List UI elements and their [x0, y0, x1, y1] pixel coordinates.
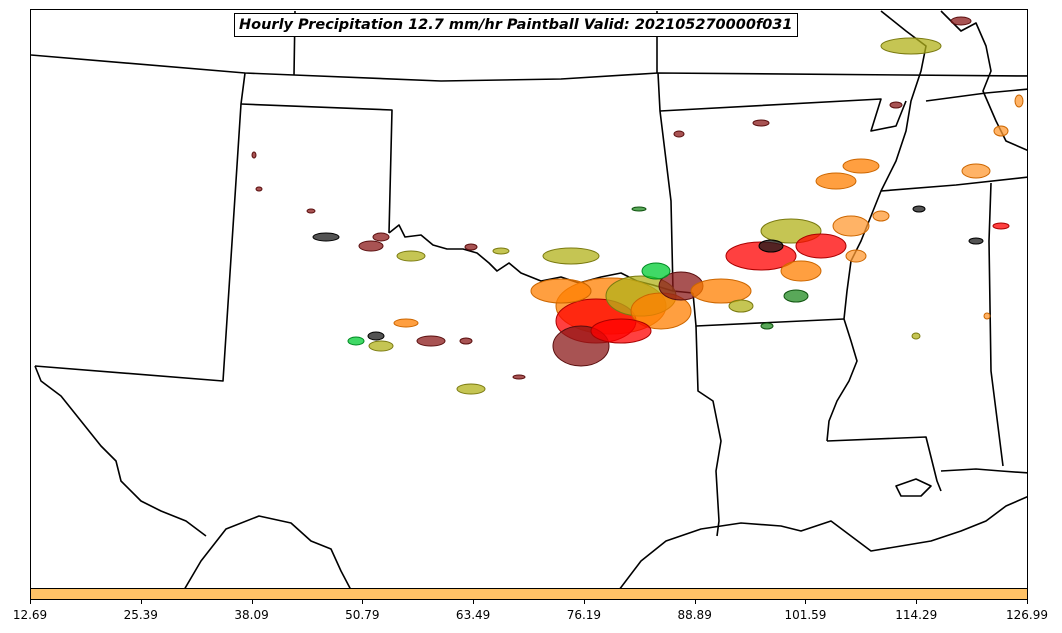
mobile-bay	[940, 468, 1027, 474]
precip-blob	[842, 158, 880, 174]
precip-blob	[590, 318, 652, 344]
precip-blob	[530, 278, 592, 304]
precip-blob	[368, 340, 394, 352]
precip-blob	[673, 130, 685, 138]
border-missouri-south	[659, 98, 907, 132]
precip-blob	[872, 210, 890, 222]
precip-blob	[795, 233, 847, 259]
precip-blob	[630, 292, 692, 330]
colorbar-tick-label: 63.49	[455, 608, 491, 622]
precip-blob	[367, 331, 385, 341]
border-tennessee-south	[880, 176, 1027, 192]
precip-blob	[758, 239, 784, 253]
precip-blob	[950, 16, 972, 26]
colorbar-tick	[916, 600, 918, 604]
precip-blob	[728, 299, 754, 313]
precip-blob	[464, 243, 478, 251]
precip-blob	[889, 101, 903, 109]
border-oklahoma-east	[657, 72, 674, 292]
precip-blob	[783, 289, 809, 303]
precip-blob	[347, 336, 365, 346]
precip-blob	[459, 337, 473, 345]
map-canvas	[31, 10, 1027, 588]
precip-blob	[815, 172, 857, 190]
border-texas-panhandle	[240, 103, 393, 234]
precip-blob	[911, 332, 921, 340]
colorbar-tick-label: 101.59	[784, 608, 827, 622]
colorbar-tick-label: 50.79	[345, 608, 380, 622]
colorbar-tick-label: 88.89	[677, 608, 712, 622]
precip-blob	[542, 247, 600, 265]
precip-blob	[492, 247, 510, 255]
colorbar-tick-label: 76.19	[566, 608, 602, 622]
precip-blob	[396, 250, 426, 262]
border-new-mexico	[34, 72, 246, 382]
colorbar-tick-label: 12.69	[12, 608, 48, 622]
colorbar-tick	[251, 600, 253, 604]
precip-blob	[760, 322, 774, 330]
precip-blob	[1014, 94, 1024, 108]
border-texas-southwest	[34, 365, 207, 537]
precip-blob	[983, 312, 991, 320]
colorbar-tick	[473, 600, 475, 604]
precip-blob	[306, 208, 316, 214]
colorbar-tick	[583, 600, 585, 604]
precip-blob	[961, 163, 991, 179]
colorbar-tick	[805, 600, 807, 604]
border-louisiana-north	[695, 325, 722, 537]
border-louisiana-mississippi	[826, 436, 942, 492]
precip-blob	[912, 205, 926, 213]
precip-blob	[690, 278, 752, 304]
state-boundaries	[31, 10, 1027, 588]
colorbar-tick-label: 38.09	[234, 608, 269, 622]
colorbar-axis: 12.69 25.39 38.09 50.79 63.49 76.19 88.89 101.5…	[13, 600, 1048, 630]
precip-blob	[358, 240, 384, 252]
colorbar-tick	[362, 600, 364, 604]
border-colorado-north	[31, 54, 1027, 82]
border-alabama-west	[988, 182, 1004, 467]
colorbar-tick-label: 25.39	[123, 608, 158, 622]
mississippi-river	[826, 10, 927, 442]
precip-blob	[845, 249, 867, 263]
precip-blob	[992, 222, 1010, 230]
colorbar-tick	[694, 600, 696, 604]
colorbar-tick-label: 114.29	[895, 608, 938, 622]
precip-blob	[312, 232, 340, 242]
precip-blob	[393, 318, 419, 328]
gulf-coastline-texas	[619, 495, 1027, 588]
lake-pontchartrain	[895, 478, 932, 497]
colorbar-tick	[140, 600, 142, 604]
precip-blob	[993, 125, 1009, 137]
precip-blob	[832, 215, 870, 237]
precip-blob	[752, 119, 770, 127]
map-title: Hourly Precipitation 12.7 mm/hr Paintbal…	[234, 13, 798, 37]
colorbar-tick	[30, 600, 31, 604]
precip-blob	[416, 335, 446, 347]
colorbar-tick-label: 126.99	[1006, 608, 1048, 622]
precip-blob	[631, 206, 647, 212]
precipitation-paintball	[251, 16, 1024, 395]
precip-blob	[968, 237, 984, 245]
map-panel	[30, 9, 1028, 589]
colorbar	[30, 588, 1028, 600]
precip-blob	[251, 151, 257, 159]
precip-blob	[372, 232, 390, 242]
precip-blob	[780, 260, 822, 282]
precip-blob	[512, 374, 526, 380]
colorbar-tick	[1027, 600, 1028, 604]
precip-blob	[255, 186, 263, 192]
ohio-river	[940, 10, 1027, 152]
precip-blob	[641, 262, 671, 280]
gulf-coastline	[184, 515, 351, 588]
precip-blob	[880, 37, 942, 55]
border-kentucky	[925, 88, 1027, 102]
precip-blob	[456, 383, 486, 395]
